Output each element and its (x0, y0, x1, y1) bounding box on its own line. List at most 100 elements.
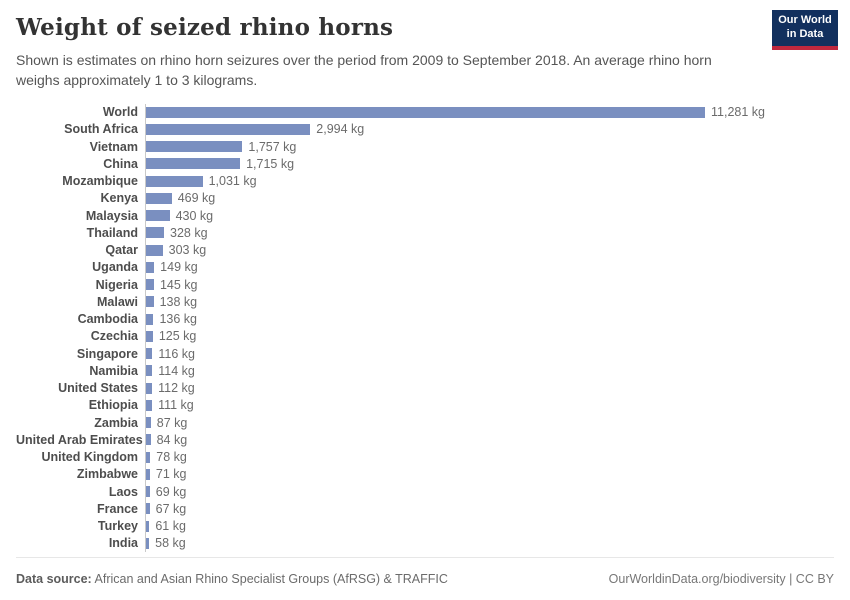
bar-area: 125 kg (145, 327, 765, 346)
row-label: Namibia (89, 363, 138, 378)
row-label: Malaysia (85, 208, 138, 223)
chart-row: Kenya 469 kg (16, 189, 834, 208)
chart-row: Namibia 114 kg (16, 362, 834, 380)
bar-area: 430 kg (145, 207, 765, 225)
bar-area: 111 kg (145, 396, 765, 415)
footer: Data source: African and Asian Rhino Spe… (16, 557, 834, 600)
bar (146, 141, 243, 153)
chart-row: Czechia 125 kg (16, 327, 834, 346)
bar (146, 520, 150, 532)
bar (146, 158, 241, 170)
bar (146, 313, 154, 325)
bar (146, 227, 164, 239)
bar-value-label: 1,715 kg (246, 156, 295, 171)
chart-row: India 58 kg (16, 534, 834, 553)
bar-area: 84 kg (145, 431, 765, 449)
chart-row: Zambia 87 kg (16, 414, 834, 432)
bar-value-label: 114 kg (158, 363, 195, 378)
row-label: Vietnam (89, 139, 138, 154)
row-label: Malawi (97, 294, 138, 309)
chart-row: Thailand 328 kg (16, 224, 834, 242)
bar-value-label: 87 kg (156, 415, 188, 430)
bar-value-label: 67 kg (155, 501, 187, 516)
row-label: Zambia (94, 415, 138, 430)
bar (146, 365, 153, 377)
chart-row: Turkey 61 kg (16, 517, 834, 535)
row-label: United Arab Emirates (16, 432, 143, 447)
row-label: Mozambique (62, 174, 138, 189)
bar-area: 78 kg (145, 448, 765, 466)
bar-value-label: 2,994 kg (316, 122, 365, 137)
bar (146, 486, 150, 498)
row-label: Uganda (92, 260, 138, 275)
chart-row: United States 112 kg (16, 379, 834, 397)
page-subtitle: Shown is estimates on rhino horn seizure… (16, 52, 712, 89)
row-label: Qatar (105, 243, 138, 258)
bar-area: 136 kg (145, 310, 765, 328)
bar (146, 434, 151, 446)
bar-value-label: 84 kg (156, 432, 188, 447)
logo-line-1: Our World (778, 14, 832, 27)
row-label: Thailand (86, 225, 138, 240)
bar-area: 145 kg (145, 276, 765, 294)
bar (146, 451, 151, 463)
bar-area: 469 kg (145, 189, 765, 208)
bar-value-label: 430 kg (175, 208, 214, 223)
bar-value-label: 149 kg (160, 260, 198, 275)
bar-value-label: 11,281 kg (711, 105, 765, 120)
bar-area: 112 kg (145, 379, 765, 397)
row-label: World (102, 105, 138, 120)
page-title: Weight of seized rhino horns (16, 14, 394, 41)
bar-value-label: 61 kg (155, 519, 186, 534)
bar-area: 114 kg (145, 362, 765, 380)
bar-area: 116 kg (145, 345, 765, 363)
footer-link[interactable]: OurWorldinData.org/biodiversity (608, 572, 786, 586)
row-label: India (108, 536, 138, 551)
data-source-label: Data source: (16, 572, 92, 586)
bar-value-label: 1,031 kg (208, 174, 257, 189)
bar-value-label: 71 kg (155, 467, 187, 482)
bar (146, 106, 706, 118)
bar (146, 210, 170, 222)
bar (146, 382, 153, 394)
row-label: Kenya (100, 191, 138, 206)
bar-area: 11,281 kg (145, 103, 765, 121)
chart-row: Zimbabwe 71 kg (16, 465, 834, 484)
bar-area: 1,715 kg (145, 155, 765, 173)
bar (146, 175, 203, 187)
bar-value-label: 112 kg (158, 381, 195, 396)
chart-row: Singapore 116 kg (16, 345, 834, 363)
bar-value-label: 116 kg (158, 346, 195, 361)
bar-area: 2,994 kg (145, 120, 765, 139)
bar (146, 468, 150, 480)
chart-row: Laos 69 kg (16, 483, 834, 501)
chart-row: France 67 kg (16, 500, 834, 518)
logo-line-2: in Data (786, 28, 824, 40)
chart-row: Vietnam 1,757 kg (16, 138, 834, 156)
row-label: Zimbabwe (76, 467, 138, 482)
bar-value-label: 138 kg (159, 294, 198, 309)
license-label: CC BY (795, 572, 834, 586)
bar-area: 328 kg (145, 224, 765, 242)
bar-area: 58 kg (145, 534, 765, 553)
bar-area: 1,031 kg (145, 172, 765, 190)
bar (146, 537, 150, 549)
chart-row: United Arab Emirates 84 kg (16, 431, 834, 449)
footer-separator: | (789, 572, 793, 586)
bar-value-label: 69 kg (155, 484, 187, 499)
chart-row: China 1,715 kg (16, 155, 834, 173)
chart-row: Qatar 303 kg (16, 241, 834, 259)
bar (146, 399, 153, 411)
chart-row: Cambodia 136 kg (16, 310, 834, 328)
bar-area: 71 kg (145, 465, 765, 484)
bar-area: 61 kg (145, 517, 765, 535)
chart-row: World 11,281 kg (16, 103, 834, 121)
bar-area: 69 kg (145, 483, 765, 501)
chart-row: United Kingdom 78 kg (16, 448, 834, 466)
chart-row: Mozambique 1,031 kg (16, 172, 834, 190)
bar (146, 123, 311, 135)
bar-area: 303 kg (145, 241, 765, 259)
bar (146, 192, 172, 204)
bar (146, 261, 155, 273)
